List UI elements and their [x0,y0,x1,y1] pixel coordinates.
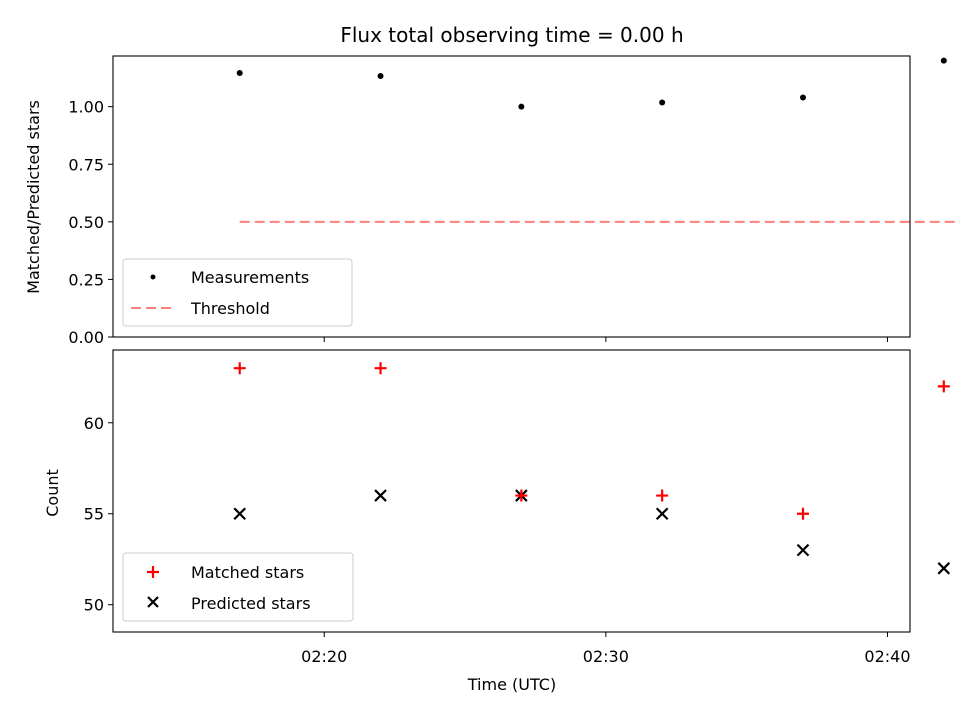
matched-star-point [515,489,528,502]
measurement-point [518,103,525,110]
measurement-points [236,57,947,110]
bottom-y-tick-label: 50 [84,596,104,615]
bottom-y-tick-label: 60 [84,414,104,433]
predicted-star-point [374,489,387,502]
measurement-point [236,70,243,77]
matched-star-point [374,362,387,375]
measurement-point [659,99,666,106]
bottom-axes-frame [112,349,911,633]
measurement-point [940,57,947,64]
legend-predicted-marker [147,596,159,608]
top-y-tick-label: 0.50 [68,213,104,232]
bottom-y-axis-label: Count [43,469,62,517]
matched-star-point [656,489,669,502]
legend-predicted-label: Predicted stars [191,594,311,613]
legend-threshold-label: Threshold [190,299,270,318]
bottom-y-ticks: 50 55 60 [84,414,113,615]
matched-star-point [937,380,950,393]
legend-matched-marker [147,566,159,578]
bottom-y-tick-label: 55 [84,505,104,524]
top-y-ticks: 0.00 0.25 0.50 0.75 1.00 [68,98,113,347]
matched-star-points [233,362,950,520]
top-y-tick-label: 1.00 [68,98,104,117]
predicted-star-point [796,543,810,557]
predicted-star-point [937,562,951,575]
top-panel: Flux total observing time = 0.00 h Match… [24,23,960,347]
legend-measurements-marker [150,274,156,280]
x-axis-label: Time (UTC) [467,675,556,694]
legend-matched-label: Matched stars [191,563,304,582]
bottom-legend: Matched stars Predicted stars [122,552,354,622]
top-y-tick-label: 0.75 [68,155,104,174]
top-y-tick-label: 0.25 [68,270,104,289]
x-tick-label: 02:20 [301,647,347,666]
top-y-tick-label: 0.00 [68,328,104,347]
top-legend-box [122,258,353,327]
x-tick-label: 02:30 [583,647,629,666]
x-tick-label: 02:40 [864,647,910,666]
predicted-star-points [233,489,951,575]
matched-star-point [233,362,246,375]
bottom-x-ticks: 02:2002:3002:4002:5003:0003:1003:2003:30… [301,632,911,666]
top-legend: Measurements Threshold [122,258,353,327]
measurement-point [799,94,806,101]
top-axes-frame [112,55,911,338]
top-x-ticks [323,337,888,342]
bottom-legend-box [122,552,354,622]
predicted-star-point [233,507,247,521]
predicted-star-point [655,507,669,521]
chart-title: Flux total observing time = 0.00 h [340,23,683,47]
top-y-axis-label: Matched/Predicted stars [24,100,43,294]
measurement-point [377,73,384,80]
matched-star-point [796,507,809,520]
legend-measurements-label: Measurements [191,268,309,287]
